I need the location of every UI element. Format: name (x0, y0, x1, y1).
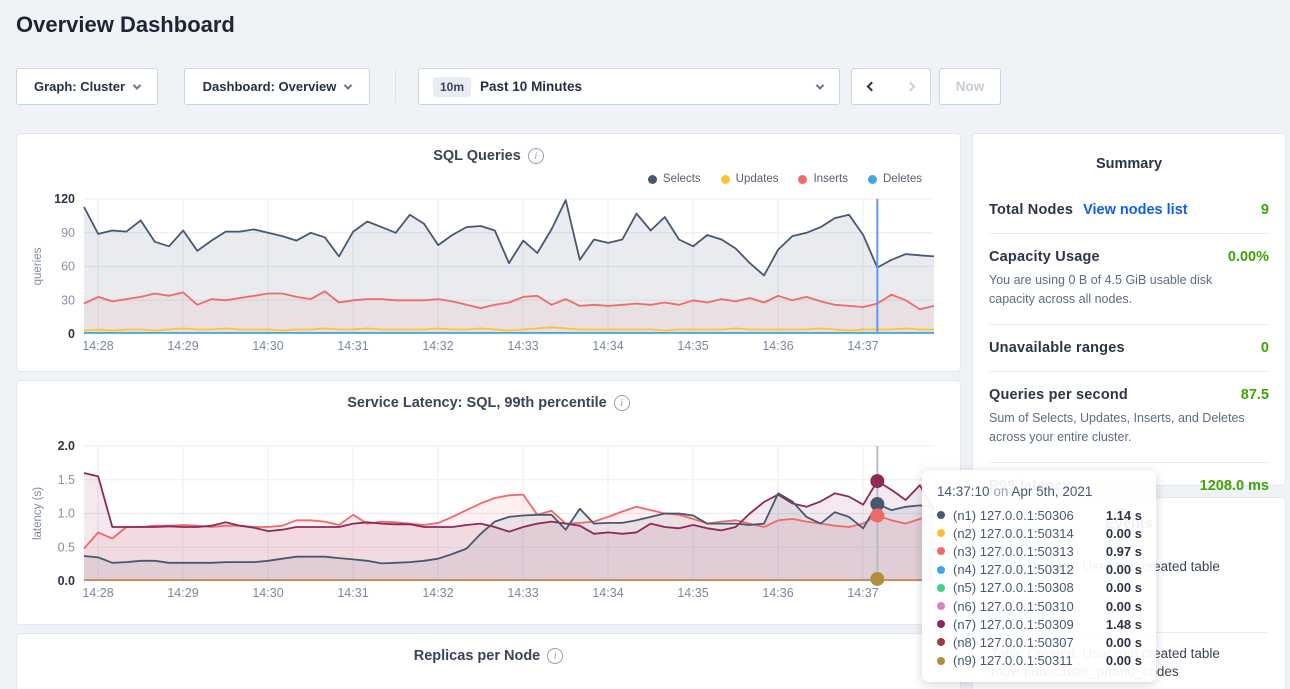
svg-text:14:29: 14:29 (167, 339, 198, 353)
svg-text:1.0: 1.0 (58, 507, 75, 521)
node-dot-icon (937, 529, 945, 537)
svg-text:14:33: 14:33 (507, 586, 538, 600)
graph-dropdown-label: Graph: Cluster (34, 79, 125, 94)
tooltip-timestamp: 14:37:10 on Apr 5th, 2021 (937, 484, 1142, 499)
svg-text:14:32: 14:32 (422, 339, 453, 353)
svg-text:latency (s): latency (s) (32, 487, 44, 540)
tooltip-row: (n3) 127.0.0.1:503130.97 s (937, 542, 1142, 560)
svg-text:14:29: 14:29 (167, 586, 198, 600)
chart-title-replicas-per-node: Replicas per Node (414, 648, 541, 664)
queries-per-second-description: Sum of Selects, Updates, Inserts, and De… (989, 409, 1259, 447)
replicas-per-node-chart-card: Replicas per Node i (16, 633, 961, 689)
time-prev-button[interactable] (851, 68, 891, 105)
divider (989, 462, 1269, 463)
svg-text:14:37: 14:37 (847, 586, 878, 600)
svg-text:30: 30 (61, 293, 75, 307)
sql-queries-plot[interactable]: 0 30 60 90 120 queries 14:28 14:29 14:30 14:31 14:… (17, 134, 960, 371)
svg-text:0: 0 (68, 327, 75, 341)
capacity-usage-description: You are using 0 B of 4.5 GiB usable disk… (989, 271, 1259, 309)
svg-text:120: 120 (54, 192, 75, 206)
svg-text:14:30: 14:30 (252, 586, 283, 600)
svg-text:90: 90 (61, 226, 75, 240)
svg-text:14:28: 14:28 (82, 339, 113, 353)
svg-text:14:35: 14:35 (677, 586, 708, 600)
svg-text:14:31: 14:31 (337, 339, 368, 353)
divider (989, 371, 1269, 372)
queries-per-second-label: Queries per second (989, 387, 1128, 403)
controls-bar: Graph: Cluster Dashboard: Overview 10m P… (0, 68, 1290, 105)
svg-text:14:32: 14:32 (422, 586, 453, 600)
divider (395, 70, 396, 103)
tooltip-row: (n6) 127.0.0.1:503100.00 s (937, 597, 1142, 615)
svg-text:14:33: 14:33 (507, 339, 538, 353)
unavailable-ranges-value: 0 (1261, 340, 1269, 356)
svg-text:14:37: 14:37 (847, 339, 878, 353)
svg-text:14:36: 14:36 (762, 339, 793, 353)
tooltip-row: (n4) 127.0.0.1:503120.00 s (937, 561, 1142, 579)
sql-queries-chart-card: SQL Queries i Selects Updates Inserts De… (16, 133, 961, 372)
time-range-dropdown[interactable]: 10m Past 10 Minutes (418, 68, 840, 105)
svg-text:60: 60 (61, 260, 75, 274)
total-nodes-value: 9 (1261, 202, 1269, 218)
unavailable-ranges-label: Unavailable ranges (989, 340, 1125, 356)
svg-text:queries: queries (32, 247, 44, 285)
dashboard-dropdown[interactable]: Dashboard: Overview (184, 68, 370, 105)
svg-text:14:35: 14:35 (677, 339, 708, 353)
svg-text:2.0: 2.0 (58, 439, 75, 453)
capacity-usage-label: Capacity Usage (989, 249, 1100, 265)
p99-latency-value: 1208.0 ms (1200, 478, 1269, 494)
svg-text:14:34: 14:34 (592, 586, 623, 600)
svg-text:1.5: 1.5 (58, 473, 75, 487)
capacity-usage-value: 0.00% (1228, 249, 1269, 265)
svg-text:0.0: 0.0 (58, 574, 75, 588)
node-dot-icon (937, 602, 945, 610)
graph-dropdown[interactable]: Graph: Cluster (16, 68, 158, 105)
chart-hover-tooltip: 14:37:10 on Apr 5th, 2021 (n1) 127.0.0.1… (922, 470, 1156, 682)
divider (989, 233, 1269, 234)
node-dot-icon (937, 584, 945, 592)
svg-text:14:30: 14:30 (252, 339, 283, 353)
node-dot-icon (937, 566, 945, 574)
summary-title: Summary (989, 156, 1269, 172)
time-now-button[interactable]: Now (939, 68, 1001, 105)
svg-text:0.5: 0.5 (58, 540, 75, 554)
svg-text:14:34: 14:34 (592, 339, 623, 353)
node-dot-icon (937, 511, 945, 519)
tooltip-row: (n1) 127.0.0.1:503061.14 s (937, 506, 1142, 524)
time-next-button[interactable] (890, 68, 931, 105)
svg-text:14:28: 14:28 (82, 586, 113, 600)
time-range-label: Past 10 Minutes (480, 79, 582, 94)
node-dot-icon (937, 547, 945, 555)
view-nodes-list-link[interactable]: View nodes list (1083, 202, 1188, 218)
queries-per-second-value: 87.5 (1241, 387, 1269, 403)
node-dot-icon (937, 638, 945, 646)
chevron-down-icon (344, 81, 352, 89)
page-title: Overview Dashboard (16, 12, 235, 38)
info-icon[interactable]: i (547, 648, 563, 664)
node-dot-icon (937, 657, 945, 665)
chevron-right-icon (905, 82, 915, 92)
dashboard-dropdown-label: Dashboard: Overview (203, 79, 337, 94)
tooltip-row: (n5) 127.0.0.1:503080.00 s (937, 579, 1142, 597)
chevron-down-icon (133, 81, 141, 89)
tooltip-row: (n8) 127.0.0.1:503070.00 s (937, 633, 1142, 651)
node-dot-icon (937, 620, 945, 628)
overview-dashboard-page: Overview Dashboard Graph: Cluster Dashbo… (0, 0, 1290, 689)
divider (989, 324, 1269, 325)
tooltip-row: (n7) 127.0.0.1:503091.48 s (937, 615, 1142, 633)
service-latency-plot[interactable]: 0.0 0.5 1.0 1.5 2.0 latency (s) 14:28 14:29 14:3… (17, 381, 960, 624)
service-latency-chart-card: Service Latency: SQL, 99th percentile i … (16, 380, 961, 625)
tooltip-row: (n9) 127.0.0.1:503110.00 s (937, 652, 1142, 670)
svg-text:14:36: 14:36 (762, 586, 793, 600)
time-range-badge: 10m (433, 77, 471, 97)
total-nodes-label: Total Nodes (989, 202, 1073, 218)
summary-panel: Summary Total Nodes View nodes list 9 Ca… (972, 133, 1286, 486)
svg-text:14:31: 14:31 (337, 586, 368, 600)
chevron-down-icon (816, 81, 824, 89)
chevron-left-icon (866, 82, 876, 92)
now-button-label: Now (956, 79, 985, 94)
tooltip-row: (n2) 127.0.0.1:503140.00 s (937, 524, 1142, 542)
